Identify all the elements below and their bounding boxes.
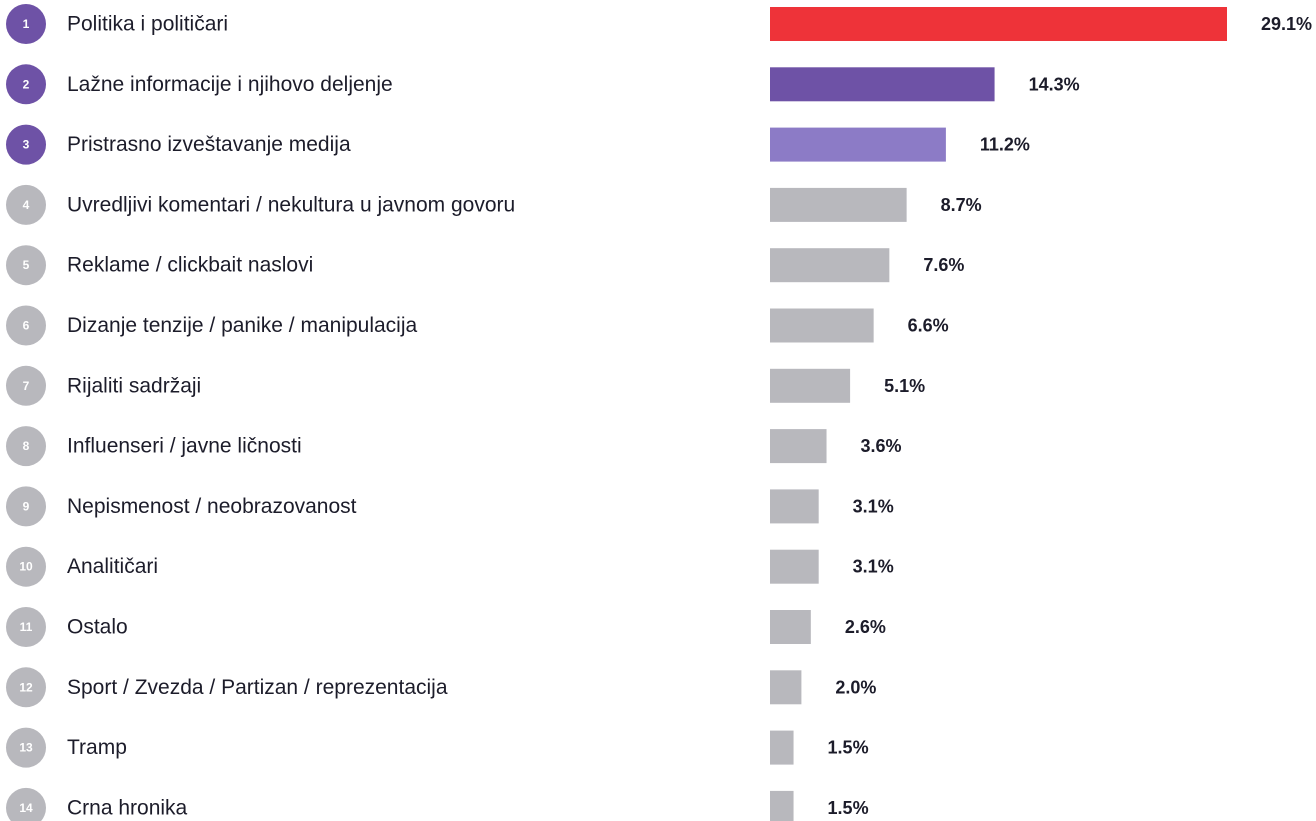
category-label: Pristrasno izveštavanje medija	[67, 133, 351, 156]
category-label: Politika i političari	[67, 13, 228, 36]
rank-number: 3	[23, 138, 30, 152]
rank-badge	[6, 184, 46, 225]
category-label: Tramp	[67, 736, 127, 759]
category-label: Crna hronika	[67, 796, 188, 819]
bar	[770, 248, 890, 283]
bar	[770, 429, 827, 464]
category-label: Dizanje tenzije / panike / manipulacija	[67, 314, 418, 337]
rank-number: 5	[23, 258, 30, 272]
value-label: 5.1%	[884, 376, 925, 396]
value-label: 6.6%	[908, 316, 949, 336]
category-label: Nepismenost / neobrazovanost	[67, 495, 357, 518]
rank-badge	[6, 546, 46, 587]
value-label: 1.5%	[828, 798, 869, 818]
rank-number: 11	[20, 620, 33, 634]
rank-number: 7	[23, 379, 30, 393]
bar	[770, 308, 874, 343]
rank-badge	[6, 787, 46, 821]
bar	[770, 67, 995, 102]
rank-badge	[6, 426, 46, 467]
value-label: 3.6%	[861, 436, 902, 456]
value-label: 14.3%	[1029, 74, 1080, 94]
rank-number: 12	[19, 680, 33, 694]
rank-badge	[6, 245, 46, 286]
bar	[770, 670, 802, 705]
rank-number: 6	[23, 319, 30, 333]
rank-badge	[6, 365, 46, 406]
bar	[770, 549, 819, 584]
rank-badge	[6, 607, 46, 647]
value-label: 11.2%	[980, 135, 1030, 155]
rank-number: 8	[23, 439, 30, 453]
value-label: 2.0%	[835, 677, 876, 697]
category-label: Lažne informacije i njihovo deljenje	[67, 73, 393, 96]
value-label: 3.1%	[853, 557, 894, 577]
bar	[770, 790, 794, 821]
value-label: 29.1%	[1261, 14, 1312, 34]
rank-badge	[6, 667, 46, 708]
value-label: 3.1%	[853, 496, 894, 516]
rank-number: 1	[23, 17, 30, 31]
rank-number: 14	[19, 801, 33, 815]
rank-badge	[6, 305, 46, 346]
bar	[770, 7, 1227, 41]
category-label: Influenseri / javne ličnosti	[67, 435, 302, 458]
bar	[770, 730, 794, 765]
rank-badge	[6, 124, 46, 165]
rank-number: 13	[19, 741, 33, 755]
value-label: 8.7%	[941, 195, 982, 215]
category-label: Rijaliti sadržaji	[67, 374, 201, 397]
category-label: Sport / Zvezda / Partizan / reprezentaci…	[67, 676, 448, 699]
value-label: 1.5%	[828, 738, 869, 758]
category-label: Uvredljivi komentari / nekultura u javno…	[67, 193, 515, 216]
bar	[770, 610, 811, 644]
rank-badge	[6, 4, 46, 44]
category-label: Reklame / clickbait naslovi	[67, 254, 313, 277]
bar	[770, 127, 946, 162]
rank-badge	[6, 727, 46, 768]
rank-number: 2	[23, 77, 30, 91]
bar	[770, 489, 819, 524]
category-label: Ostalo	[67, 616, 128, 639]
category-label: Analitičari	[67, 555, 158, 578]
value-label: 2.6%	[845, 617, 886, 637]
rank-badge	[6, 64, 46, 105]
rank-number: 4	[23, 198, 30, 212]
rank-badge	[6, 486, 46, 527]
value-label: 7.6%	[923, 255, 964, 275]
rank-number: 9	[23, 499, 30, 513]
bar	[770, 187, 907, 222]
bar	[770, 368, 851, 403]
rank-number: 10	[19, 560, 33, 574]
